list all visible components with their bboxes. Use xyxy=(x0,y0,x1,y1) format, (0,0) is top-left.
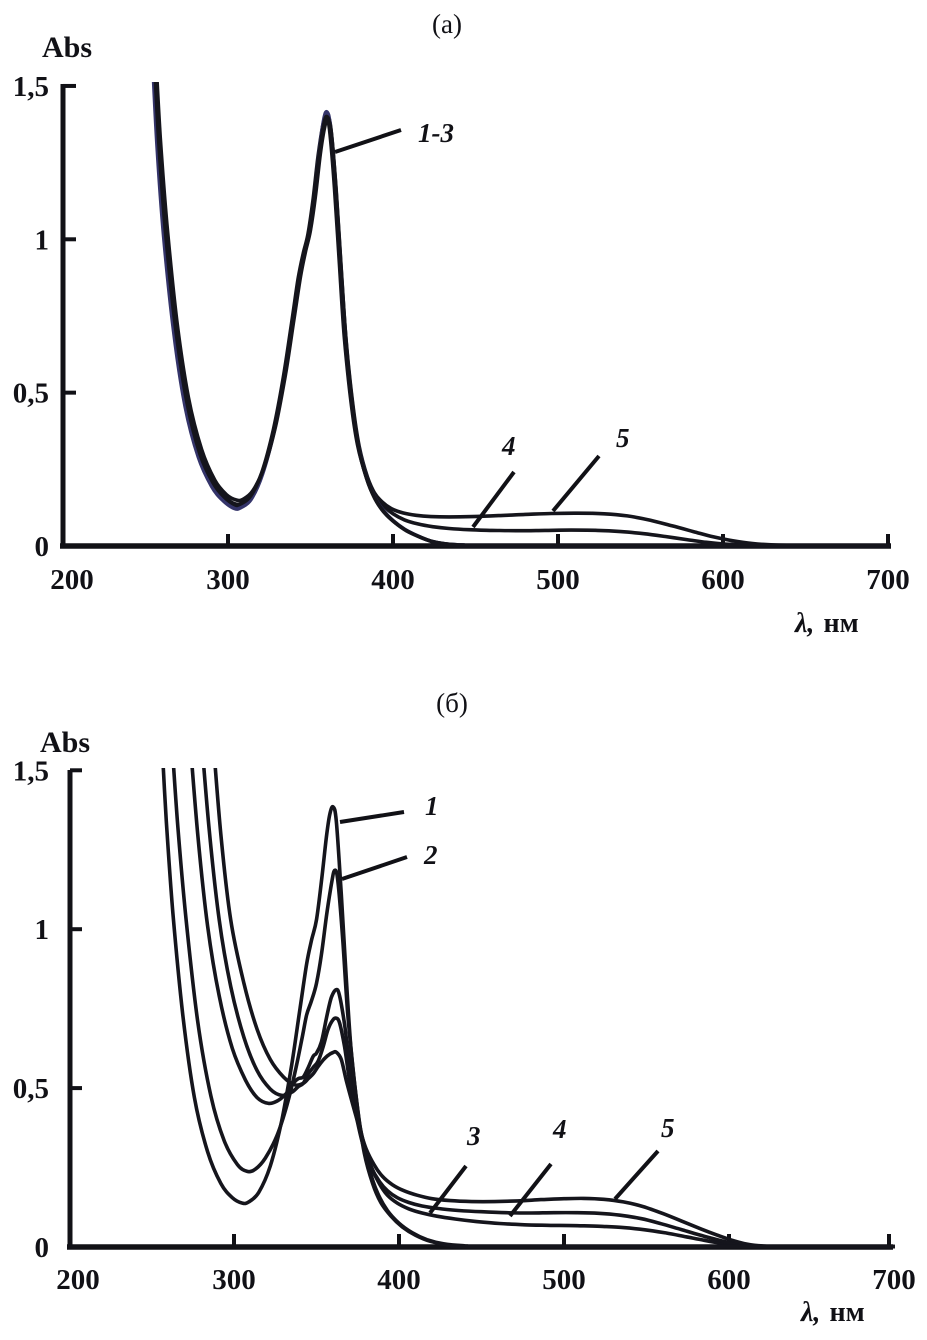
curve-label-1: 1 xyxy=(425,791,439,821)
y-tick-label: 0 xyxy=(35,531,50,563)
y-tick-label: 0,5 xyxy=(13,378,49,410)
x-tick-label: 700 xyxy=(866,564,910,596)
panel-a: (а) Abs 200 300 400 500 600 700 0 0,5 1 1,5 1-3 4 5… xyxy=(13,9,910,639)
spectrum-curve-1 xyxy=(161,768,895,1249)
nm-unit: нм xyxy=(829,1297,864,1328)
panel-b-curves xyxy=(161,768,895,1249)
curve-label-2: 2 xyxy=(423,840,438,870)
spectrum-curve-3 xyxy=(190,768,895,1249)
panel-b-annotations: 1 2 3 4 5 xyxy=(339,791,675,1218)
panel-a-annotations: 1-3 4 5 xyxy=(334,118,630,529)
panel-a-curves xyxy=(151,82,890,548)
y-tick-label: 1 xyxy=(35,224,50,256)
x-tick-label: 600 xyxy=(707,1264,751,1296)
x-tick-label: 500 xyxy=(542,1264,586,1296)
panel-a-x-axis-title: λ, нм xyxy=(794,608,859,639)
panel-b-y-axis-title: Abs xyxy=(40,726,90,759)
spectrum-curve-2 xyxy=(171,768,895,1249)
x-tick-label: 200 xyxy=(50,564,94,596)
x-tick-label: 500 xyxy=(536,564,580,596)
panel-a-title: (а) xyxy=(432,9,462,39)
spectrum-curve-5 xyxy=(213,768,895,1249)
lambda-symbol: λ, xyxy=(794,608,814,639)
y-tick-label: 1 xyxy=(35,914,50,946)
y-tick-label: 1,5 xyxy=(13,71,49,103)
curve-label-leader xyxy=(339,810,405,824)
curve-label-4: 4 xyxy=(501,431,516,461)
y-tick-label: 1,5 xyxy=(13,755,49,787)
curve-label-3: 3 xyxy=(466,1121,481,1151)
curve-label-5: 5 xyxy=(616,423,630,453)
panel-a-y-axis-title: Abs xyxy=(42,31,92,64)
panel-b-x-axis-title: λ, нм xyxy=(800,1297,865,1328)
x-tick-label: 400 xyxy=(371,564,415,596)
x-tick-label: 700 xyxy=(872,1264,916,1296)
lambda-symbol: λ, xyxy=(800,1297,820,1328)
spectrum-curve-3 xyxy=(155,82,890,548)
panel-b-ticks: 200 300 400 500 600 700 0 0,5 1 1,5 xyxy=(13,755,916,1296)
curve-label-4: 4 xyxy=(552,1114,567,1144)
x-tick-label: 300 xyxy=(212,1264,256,1296)
curve-label-leader xyxy=(341,855,408,881)
curve-label-leader xyxy=(471,470,516,529)
x-tick-label: 200 xyxy=(56,1264,100,1296)
panel-b-title: (б) xyxy=(436,688,468,718)
x-tick-label: 300 xyxy=(206,564,250,596)
y-tick-label: 0 xyxy=(35,1232,50,1264)
panel-b: (б) Abs 200 300 400 500 600 700 0 0,5 1 1,5 1 2 3 4 5… xyxy=(13,688,916,1328)
curve-label-leader xyxy=(551,454,601,513)
curve-label-leader xyxy=(613,1149,660,1201)
curve-label-5: 5 xyxy=(661,1113,675,1143)
curve-label-leader xyxy=(428,1164,468,1215)
panel-a-ticks: 200 300 400 500 600 700 0 0,5 1 1,5 xyxy=(13,71,910,596)
curve-label-1-3: 1-3 xyxy=(418,118,454,148)
x-tick-label: 400 xyxy=(377,1264,421,1296)
x-tick-label: 600 xyxy=(701,564,745,596)
curve-label-leader xyxy=(508,1162,553,1218)
nm-unit: нм xyxy=(823,608,858,639)
y-tick-label: 0,5 xyxy=(13,1073,49,1105)
curve-label-leader xyxy=(334,128,402,154)
